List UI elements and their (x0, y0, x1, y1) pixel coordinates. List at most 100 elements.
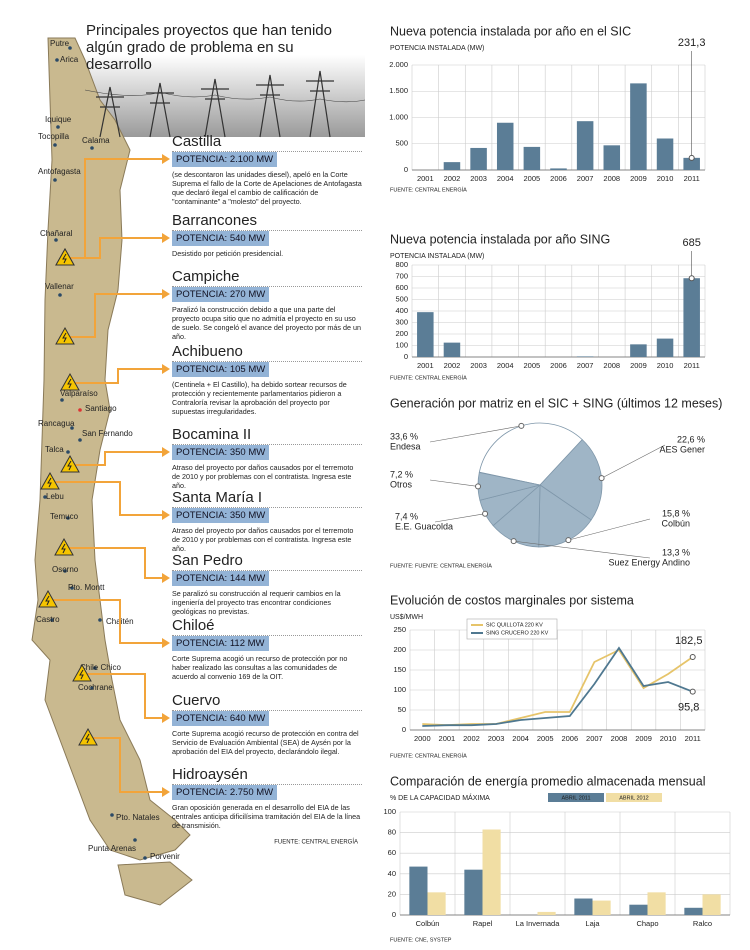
y-tick-label: 400 (395, 306, 408, 315)
city-dot (53, 178, 57, 182)
connector (65, 293, 164, 338)
x-tick-label: 2005 (524, 174, 541, 183)
city-dot (90, 146, 94, 150)
city-dot (56, 125, 60, 129)
y-tick-label: 20 (388, 889, 396, 898)
x-tick-label: 2005 (524, 361, 541, 370)
project-text: Se paralizó su construcción al requerir … (172, 589, 341, 616)
x-tick-label: Rapel (473, 919, 493, 928)
project-power: POTENCIA: 112 MW (172, 636, 269, 651)
city-label: Lebu (46, 492, 64, 501)
bar (523, 146, 541, 170)
city-dot (60, 398, 64, 402)
warning-icon (72, 663, 92, 682)
arrowhead (162, 510, 170, 520)
city-label: Cochrane (78, 683, 113, 692)
city-label: Tocopilla (38, 132, 70, 141)
arrowhead (162, 713, 170, 723)
connector (88, 737, 164, 793)
slice-label: Colbún (661, 518, 690, 528)
city-dot (98, 618, 102, 622)
warning-icon (40, 471, 60, 490)
city-label: Iquique (45, 115, 72, 124)
x-tick-label: Ralco (693, 919, 712, 928)
project-power: POTENCIA: 640 MW (172, 711, 270, 726)
project-power: POTENCIA: 144 MW (172, 571, 270, 586)
y-tick-label: 50 (398, 705, 406, 714)
bar (592, 900, 611, 915)
x-tick-label: 2003 (470, 174, 487, 183)
project-name: Hidroaysén (172, 766, 362, 785)
project-text: (Centinela + El Castillo), ha debido sor… (172, 380, 347, 416)
y-axis-label: POTENCIA INSTALADA (MW) (390, 45, 484, 52)
project-power: POTENCIA: 350 MW (172, 445, 270, 460)
x-tick-label: 2009 (630, 361, 647, 370)
y-tick-label: 100 (383, 807, 396, 816)
arrowhead (162, 364, 170, 374)
y-tick-label: 0 (402, 725, 406, 734)
label-dot (510, 538, 517, 545)
y-tick-label: 600 (395, 283, 408, 292)
x-tick-label: 2006 (550, 361, 567, 370)
x-tick-label: 2010 (657, 174, 674, 183)
y-tick-label: 0 (404, 165, 408, 174)
city-dot (143, 856, 147, 860)
source: FUENTE: CENTRAL ENERGÍA (390, 374, 467, 381)
map-land (31, 37, 191, 861)
label-dot (475, 483, 482, 490)
x-tick-label: 2002 (444, 174, 461, 183)
project-text: Atraso del proyecto por daños causados p… (172, 526, 354, 553)
x-tick-label: 2008 (603, 174, 620, 183)
project-power: POTENCIA: 2.100 MW (172, 152, 278, 167)
connector (50, 481, 164, 516)
bar (574, 898, 593, 915)
city-dot (133, 838, 137, 842)
bar (409, 866, 428, 915)
legend-box (466, 618, 558, 640)
legend-swatch (548, 793, 604, 802)
x-tick-label: 2006 (550, 174, 567, 183)
project-text: Corte Suprema acogió recurso de protecci… (172, 729, 359, 756)
x-tick-label: 2000 (414, 734, 431, 743)
project-name: Cuervo (172, 692, 362, 711)
bar (656, 338, 674, 357)
label-dot (688, 154, 695, 161)
city-dot (63, 569, 67, 573)
bolt (79, 669, 84, 680)
legend-swatch (606, 793, 662, 802)
project-name: Achibueno (172, 343, 362, 362)
city-dot (90, 686, 94, 690)
x-tick-label: Colbún (416, 919, 440, 928)
city-label: Valparaíso (60, 389, 98, 398)
x-tick-label: 2003 (470, 361, 487, 370)
project-power: POTENCIA: 540 MW (172, 231, 270, 246)
arrowhead (162, 154, 170, 164)
chart-title: Comparación de energía promedio almacena… (390, 774, 705, 788)
connector (82, 673, 164, 719)
project-name: San Pedro (172, 552, 362, 571)
line (422, 646, 694, 727)
x-tick-label: 2011 (685, 734, 701, 743)
project-text: Desistido por petición presidencial. (172, 249, 284, 258)
leader (568, 518, 651, 541)
warning-icon (38, 589, 58, 608)
leader (513, 540, 651, 559)
city-dot (66, 450, 70, 454)
y-tick-label: 0 (392, 910, 396, 919)
label-dot (565, 537, 572, 544)
arrowhead (162, 289, 170, 299)
city-label: Punta Arenas (88, 844, 136, 853)
value-label: 685 (683, 237, 701, 249)
warning-icon (55, 326, 75, 345)
city-dot (54, 238, 58, 242)
project-power: POTENCIA: 350 MW (172, 508, 270, 523)
city-dot (50, 618, 54, 622)
y-axis-label: US$/MWH (390, 614, 423, 621)
legend-label: SING CRUCERO 220 KV (486, 630, 549, 636)
label-dot (598, 475, 605, 482)
city-label: Porvenir (150, 852, 180, 861)
city-dot (58, 293, 62, 297)
project-text: (se descontaron las unidades diesel), ap… (172, 170, 362, 206)
source: FUENTE: CENTRAL ENERGÍA (390, 752, 467, 759)
